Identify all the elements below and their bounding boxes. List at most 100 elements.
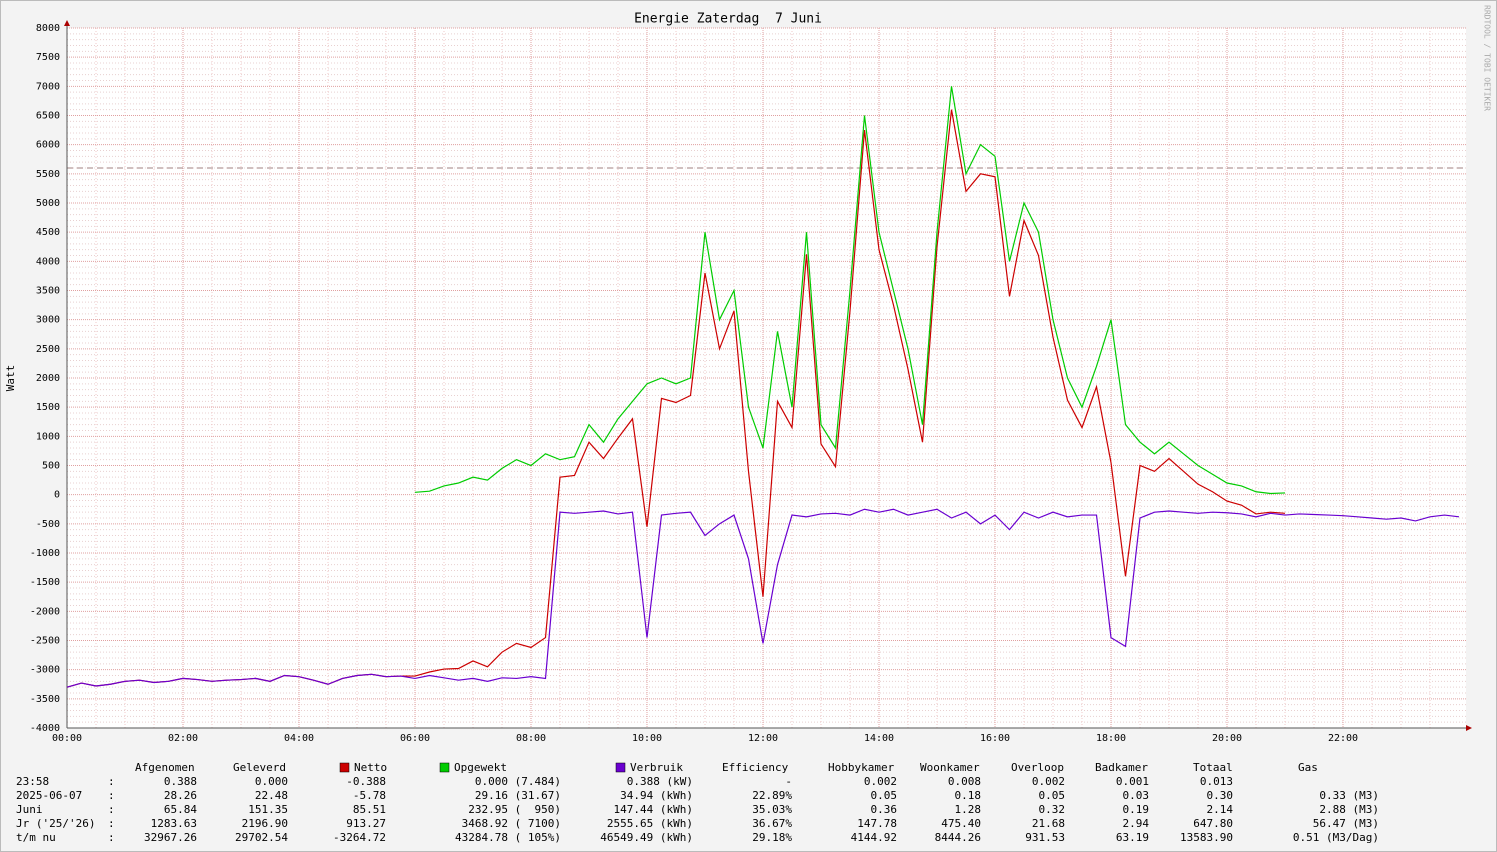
row-label: Juni xyxy=(16,803,43,816)
table-cell: 0.30 xyxy=(1207,789,1234,802)
table-cell: 0.03 xyxy=(1123,789,1150,802)
x-tick-label: 06:00 xyxy=(400,733,430,744)
y-tick-label: -3500 xyxy=(30,694,60,705)
row-separator: : xyxy=(108,817,115,830)
x-tick-label: 00:00 xyxy=(52,733,82,744)
y-tick-label: 4000 xyxy=(36,256,60,267)
y-tick-label: 2000 xyxy=(36,373,60,384)
table-cell: 147.44 (kWh) xyxy=(614,803,693,816)
table-cell: 35.03% xyxy=(752,803,792,816)
y-tick-label: 6000 xyxy=(36,140,60,151)
table-cell: 13583.90 xyxy=(1180,831,1233,844)
table-cell: 0.18 xyxy=(955,789,982,802)
table-cell: 2196.90 xyxy=(242,817,288,830)
axis-arrow xyxy=(64,20,70,26)
row-separator: : xyxy=(108,831,115,844)
table-cell: 1283.63 xyxy=(151,817,197,830)
y-tick-label: 3500 xyxy=(36,286,60,297)
table-cell: 475.40 xyxy=(941,817,981,830)
table-header: Totaal xyxy=(1193,761,1233,774)
row-separator: : xyxy=(108,803,115,816)
table-header: Overloop xyxy=(1011,761,1064,774)
series-line xyxy=(66,508,1460,688)
y-tick-label: 3000 xyxy=(36,315,60,326)
table-cell: 0.388 (kW) xyxy=(627,775,693,788)
x-tick-label: 18:00 xyxy=(1096,733,1126,744)
table-cell: -3264.72 xyxy=(333,831,386,844)
series-line xyxy=(414,86,1286,495)
table-cell: 0.000 xyxy=(255,775,288,788)
row-separator: : xyxy=(108,789,115,802)
row-label: t/m nu xyxy=(16,831,56,844)
legend-label: Verbruik xyxy=(630,761,683,774)
y-tick-label: -2500 xyxy=(30,636,60,647)
table-header: Hobbykamer xyxy=(828,761,895,774)
x-tick-label: 02:00 xyxy=(168,733,198,744)
y-tick-label: 5500 xyxy=(36,169,60,180)
y-tick-label: 500 xyxy=(42,461,60,472)
table-cell: 43284.78 ( 105%) xyxy=(455,831,561,844)
table-cell: 29702.54 xyxy=(235,831,288,844)
x-tick-label: 04:00 xyxy=(284,733,314,744)
table-cell: 913.27 xyxy=(346,817,386,830)
x-tick-label: 16:00 xyxy=(980,733,1010,744)
table-cell: - xyxy=(785,775,792,788)
y-tick-label: 6500 xyxy=(36,111,60,122)
table-cell: 21.68 xyxy=(1032,817,1065,830)
y-tick-label: 8000 xyxy=(36,23,60,34)
table-cell: 151.35 xyxy=(248,803,288,816)
x-tick-label: 20:00 xyxy=(1212,733,1242,744)
table-cell: 1.28 xyxy=(955,803,982,816)
table-cell: 65.84 xyxy=(164,803,197,816)
y-tick-label: -2000 xyxy=(30,606,60,617)
table-cell: 0.19 xyxy=(1123,803,1150,816)
table-cell: 2555.65 (kWh) xyxy=(607,817,693,830)
x-tick-label: 10:00 xyxy=(632,733,662,744)
table-cell: 46549.49 (kWh) xyxy=(600,831,693,844)
table-cell: 0.51 (M3/Dag) xyxy=(1293,831,1379,844)
table-cell: 0.002 xyxy=(864,775,897,788)
table-header: Gas xyxy=(1298,761,1318,774)
table-cell: 32967.26 xyxy=(144,831,197,844)
table-cell: 2.14 xyxy=(1207,803,1234,816)
table-header: Geleverd xyxy=(233,761,286,774)
y-tick-label: -1500 xyxy=(30,577,60,588)
table-header: Badkamer xyxy=(1095,761,1148,774)
x-tick-label: 22:00 xyxy=(1328,733,1358,744)
row-label: 2025-06-07 xyxy=(16,789,82,802)
legend-swatch xyxy=(339,762,350,773)
table-cell: 0.013 xyxy=(1200,775,1233,788)
legend-label: Netto xyxy=(354,761,387,774)
legend-swatch xyxy=(439,762,450,773)
y-tick-label: 4500 xyxy=(36,227,60,238)
y-tick-label: 7000 xyxy=(36,81,60,92)
table-cell: 931.53 xyxy=(1025,831,1065,844)
y-tick-label: -1000 xyxy=(30,548,60,559)
table-cell: 22.89% xyxy=(752,789,792,802)
table-cell: 0.33 (M3) xyxy=(1319,789,1379,802)
y-tick-label: -500 xyxy=(36,519,60,530)
table-cell: 8444.26 xyxy=(935,831,981,844)
x-tick-label: 12:00 xyxy=(748,733,778,744)
table-cell: 34.94 (kWh) xyxy=(620,789,693,802)
y-tick-label: 7500 xyxy=(36,52,60,63)
row-label: Jr ('25/'26) xyxy=(16,817,95,830)
table-cell: 29.16 (31.67) xyxy=(475,789,561,802)
table-cell: 0.388 xyxy=(164,775,197,788)
table-cell: 0.000 (7.484) xyxy=(475,775,561,788)
table-cell: -0.388 xyxy=(346,775,386,788)
table-cell: 232.95 ( 950) xyxy=(468,803,561,816)
legend-label: Opgewekt xyxy=(454,761,507,774)
table-header: Woonkamer xyxy=(920,761,980,774)
row-label: 23:58 xyxy=(16,775,49,788)
y-axis-label: Watt xyxy=(4,365,17,392)
y-tick-label: 1500 xyxy=(36,402,60,413)
table-cell: 28.26 xyxy=(164,789,197,802)
table-cell: 647.80 xyxy=(1193,817,1233,830)
y-tick-label: 2500 xyxy=(36,344,60,355)
y-tick-label: -3000 xyxy=(30,665,60,676)
y-tick-label: 0 xyxy=(54,490,60,501)
table-cell: 147.78 xyxy=(857,817,897,830)
table-cell: 0.36 xyxy=(871,803,898,816)
